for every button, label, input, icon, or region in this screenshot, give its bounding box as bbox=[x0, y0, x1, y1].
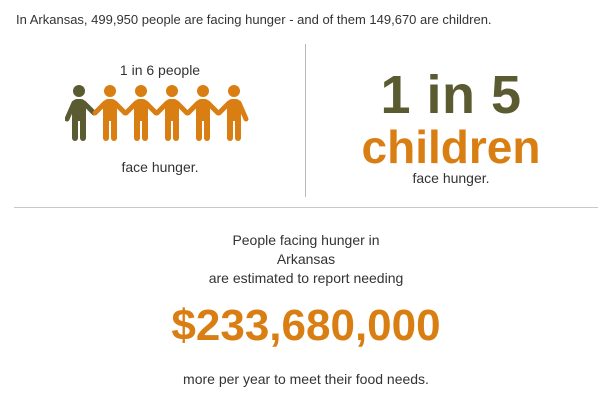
people-ratio-label: 1 in 6 people bbox=[119, 62, 201, 78]
children-stat: 1 in 5 children face hunger. bbox=[306, 68, 596, 186]
people-icons bbox=[65, 85, 255, 143]
person-icon bbox=[123, 85, 159, 141]
need-line-3: are estimated to report needing bbox=[208, 270, 404, 286]
children-subject: children bbox=[361, 121, 541, 173]
need-tail: more per year to meet their food needs. bbox=[183, 371, 429, 387]
people-stat: 1 in 6 people face hunger. bbox=[16, 62, 304, 175]
need-section: People facing hunger in Arkansas are est… bbox=[14, 231, 598, 387]
intro-text: In Arkansas, 499,950 people are facing h… bbox=[16, 12, 492, 27]
person-icon bbox=[92, 85, 128, 141]
person-icon bbox=[185, 85, 221, 141]
horizontal-divider bbox=[14, 207, 598, 208]
need-amount: $233,680,000 bbox=[171, 301, 441, 350]
person-icon bbox=[216, 85, 249, 141]
person-icon bbox=[154, 85, 190, 141]
need-line-2: Arkansas bbox=[276, 251, 336, 267]
people-chain-icon bbox=[65, 85, 249, 141]
children-caption: face hunger. bbox=[412, 170, 490, 186]
vertical-divider bbox=[305, 44, 306, 197]
need-line-1: People facing hunger in bbox=[232, 232, 380, 248]
children-ratio: 1 in 5 bbox=[380, 65, 522, 125]
person-icon bbox=[65, 85, 97, 141]
people-caption: face hunger. bbox=[121, 159, 199, 175]
